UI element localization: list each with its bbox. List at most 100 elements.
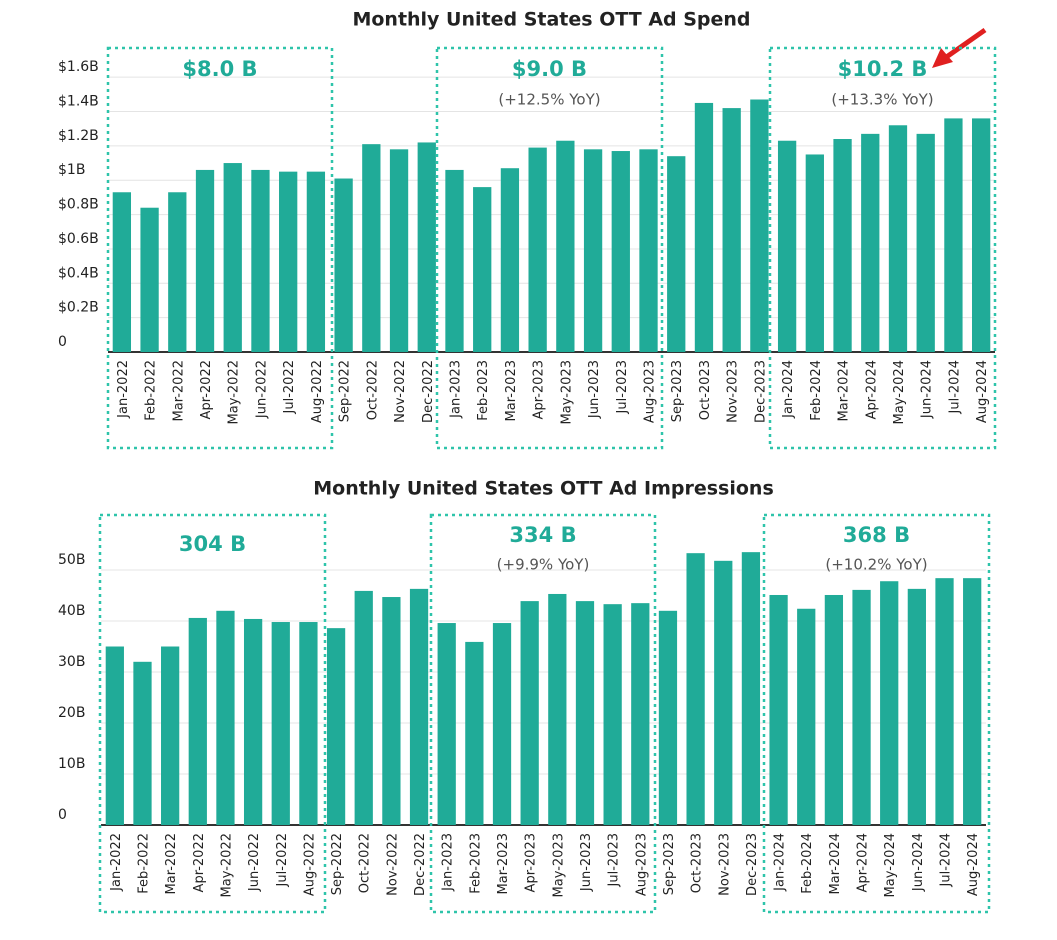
x-tick-label: Feb-2024 <box>809 360 824 421</box>
annotation-total: $8.0 B <box>182 57 257 81</box>
bar <box>105 646 124 825</box>
bar <box>334 178 353 352</box>
annotation-total: $10.2 B <box>838 57 928 81</box>
bar <box>409 588 429 825</box>
bar <box>188 617 207 825</box>
bar <box>611 151 630 352</box>
x-tick-label: Feb-2023 <box>468 833 483 894</box>
bar <box>805 154 824 352</box>
x-tick-label: Jun-2024 <box>911 833 926 892</box>
x-tick-label: Mar-2024 <box>828 833 843 894</box>
bar <box>417 142 436 352</box>
annotation-box <box>106 46 334 450</box>
x-tick-label: Aug-2024 <box>966 833 981 896</box>
annotation-box <box>768 46 997 450</box>
x-tick-label: Aug-2022 <box>302 833 317 896</box>
y-tick-label: $0.8B <box>58 197 99 213</box>
annotation-total: 304 B <box>179 532 246 556</box>
x-tick-label: Dec-2023 <box>745 833 760 896</box>
bar <box>216 610 235 825</box>
x-tick-label: Oct-2022 <box>358 833 373 893</box>
bar <box>824 594 844 825</box>
x-tick-label: Apr-2023 <box>532 360 547 419</box>
bar <box>852 589 871 825</box>
x-tick-label: Apr-2023 <box>524 833 539 892</box>
bar <box>362 144 381 352</box>
y-tick-label: 30B <box>58 654 85 670</box>
bar <box>279 171 298 352</box>
bar <box>797 608 816 825</box>
x-tick-label: May-2024 <box>883 833 898 897</box>
x-tick-label: Dec-2022 <box>413 833 428 896</box>
x-tick-label: Jun-2022 <box>254 360 269 419</box>
bar <box>168 192 187 352</box>
x-tick-label: May-2023 <box>559 360 574 424</box>
x-tick-label: Jun-2023 <box>587 360 602 419</box>
bar <box>741 552 761 825</box>
y-tick-label: $0.2B <box>58 300 99 316</box>
x-tick-label: Aug-2023 <box>643 360 658 423</box>
bar <box>299 622 318 825</box>
x-tick-label: Oct-2022 <box>365 360 380 420</box>
bar <box>243 618 263 825</box>
x-tick-label: May-2022 <box>219 833 234 897</box>
y-tick-label: $1B <box>58 162 85 178</box>
bar <box>971 118 991 353</box>
bar <box>714 560 733 825</box>
bar <box>326 628 346 825</box>
bar <box>271 622 290 825</box>
bar <box>631 603 650 825</box>
bar <box>750 99 769 352</box>
y-tick-label: 50B <box>58 552 85 568</box>
bar <box>133 661 152 825</box>
bar <box>907 588 926 825</box>
x-tick-label: Jun-2022 <box>247 833 262 892</box>
annotation-total: 334 B <box>509 523 576 547</box>
bar <box>833 139 852 352</box>
bar <box>575 601 595 825</box>
arrow <box>943 27 987 61</box>
y-tick-label: 40B <box>58 603 85 619</box>
bar <box>492 623 512 825</box>
x-tick-label: Nov-2023 <box>726 360 741 423</box>
annotation-total: $9.0 B <box>512 57 587 81</box>
y-tick-label: $1.6B <box>58 59 99 75</box>
x-tick-label: Nov-2022 <box>393 360 408 423</box>
x-tick-label: Jan-2023 <box>441 833 456 892</box>
bar <box>880 581 899 825</box>
x-tick-label: Sep-2022 <box>330 833 345 895</box>
chart-title: Monthly United States OTT Ad Impressions <box>313 478 774 500</box>
annotation-box <box>762 513 991 914</box>
bar <box>556 140 575 352</box>
x-tick-label: Sep-2023 <box>670 360 685 422</box>
y-tick-label: $1.2B <box>58 128 99 144</box>
bar <box>445 169 464 352</box>
y-tick-label: $1.4B <box>58 94 99 110</box>
x-tick-label: Dec-2023 <box>753 360 768 423</box>
x-tick-label: Sep-2023 <box>662 833 677 895</box>
bar <box>473 187 492 352</box>
arrow-head <box>932 48 953 68</box>
y-tick-label: 10B <box>58 756 85 772</box>
bar <box>465 641 484 825</box>
x-tick-label: Mar-2023 <box>504 360 519 421</box>
bar <box>888 125 908 352</box>
x-tick-label: Dec-2022 <box>421 360 436 423</box>
annotation-yoy: (+12.5% YoY) <box>498 91 600 109</box>
y-tick-label: 0 <box>58 807 67 823</box>
bar <box>916 133 935 352</box>
y-tick-label: $0.4B <box>58 265 99 281</box>
x-tick-label: Mar-2022 <box>171 360 186 421</box>
x-tick-label: Feb-2022 <box>136 833 151 894</box>
x-tick-label: Jul-2024 <box>939 833 954 887</box>
x-tick-label: Jul-2024 <box>947 360 962 414</box>
x-tick-label: Feb-2022 <box>144 360 159 421</box>
bar <box>223 163 242 352</box>
x-tick-label: Apr-2024 <box>856 833 871 892</box>
bar <box>935 578 954 825</box>
x-tick-label: Jan-2024 <box>781 360 796 419</box>
y-tick-label: 0 <box>58 334 67 350</box>
bar <box>382 597 401 825</box>
y-tick-label: $0.6B <box>58 231 99 247</box>
x-tick-label: Jul-2023 <box>615 360 630 414</box>
